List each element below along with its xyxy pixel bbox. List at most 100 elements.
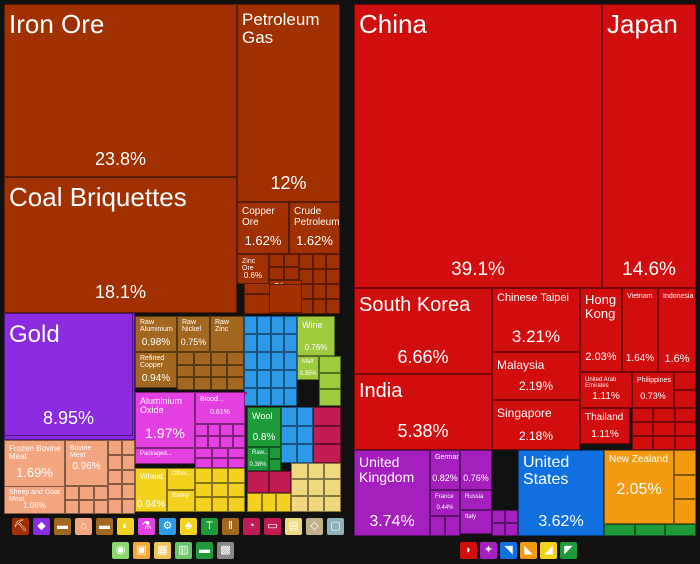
transportation-icon[interactable]: ‖ [222,518,239,535]
small-animal-tile [108,454,122,470]
treemap-destination-vietnam[interactable]: Vietnam 1.64% [622,288,658,372]
small-mineral-tile [284,254,299,267]
small-chemical-tile [195,458,212,468]
small-europe-tile [492,523,505,536]
tile-label: Germany [435,454,460,461]
treemap-destination-new-zealand[interactable]: New Zealand 2.05% [604,450,674,524]
treemap-export-packaged[interactable]: Packaged... [135,448,195,464]
treemap-export-petroleum-gas[interactable]: Petroleum Gas 12% [237,4,340,202]
mineral-products-icon[interactable]: ⛏ [12,518,29,535]
treemap-destination-united-states[interactable]: United States 3.62% [518,450,604,536]
small-machine-tile [281,425,297,445]
north-america-icon[interactable]: ◥ [500,542,517,559]
treemap-destination-united-arab-emirates[interactable]: United Arab Emirates 1.11% [580,372,632,408]
treemap-destination-south-korea[interactable]: South Korea 6.66% [354,288,492,374]
treemap-export-wool[interactable]: Wool 0.8% [247,407,281,447]
tile-label: Coal Briquettes [9,182,187,212]
treemap-destination-hong-kong[interactable]: Hong Kong 2.03% [580,288,622,372]
treemap-destination-italy[interactable]: Italy [460,510,492,534]
treemap-destination-japan[interactable]: Japan 14.6% [602,4,696,288]
south-america-icon[interactable]: ◢ [540,542,557,559]
paper-goods-icon[interactable]: ▤ [285,518,302,535]
tile-share: 1.11% [592,391,620,402]
treemap-export-other[interactable]: Other... [167,468,195,490]
metals-icon[interactable]: ▬ [54,518,71,535]
africa-icon[interactable]: ◣ [520,542,537,559]
treemap-export-raw-zinc[interactable]: Raw Zinc [210,316,244,352]
treemap-destination-india[interactable]: India 5.38% [354,374,492,450]
europe-icon[interactable]: ✦ [480,542,497,559]
chemical-products-icon[interactable]: ⚗ [138,518,155,535]
machines-icon[interactable]: ⚙ [159,518,176,535]
treemap-destination-united-kingdom[interactable]: United Kingdom 3.74% [354,450,430,536]
unknown-icon[interactable]: ▩ [217,542,234,559]
miscellaneous-icon[interactable]: ▢ [327,518,344,535]
small-animal-tile [121,499,135,514]
treemap-export-coal-briquettes[interactable]: Coal Briquettes 18.1% [4,177,237,313]
art-antiques-icon[interactable]: ▬ [196,542,213,559]
small-textile-tile [269,447,281,459]
animal-vegetable-fats-icon[interactable]: ▣ [133,542,150,559]
textiles-icon[interactable]: T [201,518,218,535]
animal-hides-icon[interactable]: ▬ [96,518,113,535]
small-machine-tile [297,407,313,426]
treemap-export-precious[interactable] [269,284,302,313]
foodstuffs-icon[interactable]: ◐ [117,518,134,535]
instruments-icon[interactable]: ◔ [243,518,260,535]
treemap-export-sheep-and-goat-meat[interactable]: Sheep and Goat Meat 1.08% [4,486,65,514]
treemap-destination-thailand[interactable]: Thailand 1.11% [580,408,630,444]
treemap-export-wine[interactable]: Wine 0.76% [297,316,335,356]
treemap-export-malt[interactable]: Malt 0.35% [297,356,319,380]
treemap-destination-chinese-taipei[interactable]: Chinese Taipei 3.21% [492,288,580,352]
plastics-rubbers-icon[interactable]: ◉ [112,542,129,559]
vegetable-products-icon[interactable]: ♣ [180,518,197,535]
tile-share: 0.8% [252,432,276,443]
treemap-export-bovine-meat[interactable]: Bovine Meat 0.96% [65,440,108,486]
treemap-export-zinc-ore[interactable]: Zinc Ore 0.6% [237,254,269,284]
wood-products-icon[interactable]: ▦ [154,542,171,559]
tile-share: 0.38% [249,462,267,468]
small-asia-tile [674,408,696,422]
treemap-destination-malaysia[interactable]: Malaysia 2.19% [492,352,580,400]
tile-label: South Korea [359,294,471,316]
footwear-icon[interactable]: ▥ [175,542,192,559]
small-chemical-tile [195,448,212,458]
treemap-export-iron-ore[interactable]: Iron Ore 23.8% [4,4,237,177]
treemap-destination-china[interactable]: China 39.1% [354,4,602,288]
treemap-destination-france[interactable]: France 0.44% [430,490,460,516]
animal-products-icon[interactable]: ⌂ [75,518,92,535]
small-animal-tile [93,486,108,500]
treemap-export-raw-nickel[interactable]: Raw Nickel 0.75% [177,316,210,352]
small-metal-tile [177,352,194,365]
treemap-destination-0-76[interactable]: 0.76% [460,450,492,490]
treemap-export-gold[interactable]: Gold 8.95% [4,313,133,436]
small-metal-tile [193,377,211,390]
stone-and-glass-icon[interactable]: ◇ [306,518,323,535]
treemap-export-aluminium-oxide[interactable]: Aluminium Oxide 1.97% [135,392,195,448]
oceania-icon[interactable]: ◤ [560,542,577,559]
treemap-destination-singapore[interactable]: Singapore 2.18% [492,400,580,450]
treemap-export-wheat[interactable]: Wheat 0.94% [135,468,167,512]
treemap-export-raw-aluminium[interactable]: Raw Aluminium 0.98% [135,316,177,352]
treemap-destination-germany[interactable]: Germany 0.82% [430,450,460,490]
treemap-export-copper-ore[interactable]: Copper Ore 1.62% [237,202,289,254]
tile-label: Bovine Meat [70,445,92,460]
small-chemical-tile [228,448,245,458]
weapons-icon[interactable]: ▭ [264,518,281,535]
tile-label: Refined Copper [140,355,165,370]
tile-label: India [359,380,403,402]
treemap-destination-indonesia[interactable]: Indonesia 1.6% [658,288,696,372]
treemap-export-barley[interactable]: Barley [167,490,195,512]
treemap-export-blood[interactable]: Blood... 0.61% [195,392,245,424]
treemap-export-refined-copper[interactable]: Refined Copper 0.94% [135,352,177,388]
precious-metals-icon[interactable]: ◆ [33,518,50,535]
treemap-export-raw[interactable]: Raw... 0.38% [247,447,269,471]
treemap-export-crude-petroleum[interactable]: Crude Petroleum 1.62% [289,202,340,254]
treemap-destination-russia[interactable]: Russia [460,490,492,510]
treemap-destination-philippines[interactable]: Philippines 0.73% [632,372,674,408]
small-oceania-tile [634,524,666,536]
small-europe-tile [492,510,505,523]
asia-icon[interactable]: ◗ [460,542,477,559]
small-oceania-tile [665,524,696,536]
small-chemical-tile [232,436,245,448]
